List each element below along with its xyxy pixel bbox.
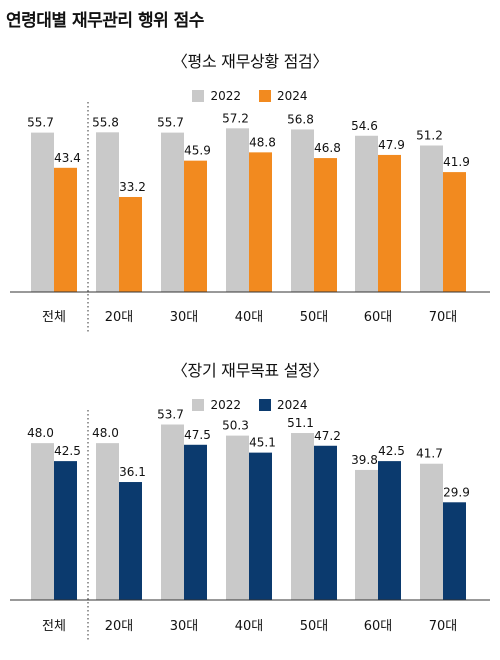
bar-2024 <box>314 445 337 600</box>
tick-label: 전체 <box>42 310 66 325</box>
tick-label: 70대 <box>429 310 458 325</box>
bar-2022 <box>226 435 249 600</box>
legend-swatch-2024 <box>259 90 271 102</box>
data-label: 56.8 <box>287 112 314 126</box>
legend-swatch-2022 <box>192 90 205 102</box>
legend-label: 2024 <box>277 89 308 103</box>
bar-chart-svg: 55.7 55.8 55.7 57.2 56.8 54.6 51.2 43.4 33.2 45.9… <box>10 102 490 332</box>
bar-2022 <box>161 132 184 292</box>
bar-2024 <box>314 158 337 292</box>
legend-swatch-2024 <box>259 399 271 411</box>
data-label: 51.1 <box>287 416 314 430</box>
bar-2024 <box>378 461 401 600</box>
data-label: 47.2 <box>314 429 341 443</box>
tick-label: 20대 <box>105 619 134 634</box>
bar-2024 <box>119 196 142 292</box>
tick-label: 50대 <box>300 310 329 325</box>
legend-label: 2022 <box>210 89 241 103</box>
data-label: 48.0 <box>27 426 54 440</box>
data-label: 45.1 <box>249 436 276 450</box>
bar-2024 <box>378 154 401 292</box>
data-label: 43.4 <box>54 151 81 165</box>
data-label: 42.5 <box>378 444 405 458</box>
data-label: 53.7 <box>157 408 184 422</box>
bar-2022 <box>420 145 443 292</box>
data-label: 46.8 <box>314 141 341 155</box>
bar-2024 <box>119 482 142 600</box>
data-label: 55.7 <box>157 116 184 130</box>
data-label: 36.1 <box>119 465 146 479</box>
chart-title: 〈평소 재무상황 점검〉 <box>171 52 329 71</box>
bar-2024 <box>249 152 272 292</box>
tick-label: 20대 <box>105 310 134 325</box>
data-label: 41.9 <box>443 155 470 169</box>
data-label: 50.3 <box>222 419 249 433</box>
data-label: 54.6 <box>351 119 378 133</box>
data-label: 33.2 <box>119 180 146 194</box>
bar-2024 <box>184 444 207 600</box>
bar-2024 <box>54 167 77 292</box>
legend-swatch-2022 <box>192 399 205 411</box>
bar-2022 <box>226 128 249 292</box>
bar-2022 <box>355 135 378 292</box>
page-title: 연령대별 재무관리 행위 점수 <box>6 11 204 31</box>
data-label: 47.5 <box>184 428 211 442</box>
bar-2022 <box>355 469 378 600</box>
data-label: 48.8 <box>249 135 276 149</box>
tick-label: 60대 <box>364 310 393 325</box>
legend-item-2022: 2022 <box>192 89 241 103</box>
data-label: 45.9 <box>184 144 211 158</box>
bar-2022 <box>291 129 314 292</box>
bar-2022 <box>420 463 443 600</box>
data-label: 55.8 <box>92 115 119 129</box>
chart-title: 〈장기 재무목표 설정〉 <box>171 361 329 380</box>
bar-2024 <box>443 502 466 600</box>
bar-2022 <box>96 443 119 600</box>
legend-item-2024: 2024 <box>259 398 308 412</box>
data-label: 51.2 <box>416 128 443 142</box>
tick-label: 30대 <box>170 619 199 634</box>
bar-2024 <box>249 452 272 600</box>
bar-2022 <box>291 433 314 600</box>
legend: 2022 2024 <box>0 398 500 412</box>
legend-item-2022: 2022 <box>192 398 241 412</box>
bar-2024 <box>54 461 77 600</box>
bar-2024 <box>184 160 207 292</box>
data-label: 47.9 <box>378 138 405 152</box>
tick-label: 60대 <box>364 619 393 634</box>
tick-label: 50대 <box>300 619 329 634</box>
legend-item-2024: 2024 <box>259 89 308 103</box>
bar-2022 <box>31 132 54 292</box>
data-label: 39.8 <box>351 453 378 467</box>
data-label: 55.7 <box>27 116 54 130</box>
tick-label: 전체 <box>42 619 66 634</box>
bar-2022 <box>96 132 119 292</box>
tick-label: 30대 <box>170 310 199 325</box>
legend: 2022 2024 <box>0 89 500 103</box>
data-label: 41.7 <box>416 447 443 461</box>
data-label: 57.2 <box>222 111 249 125</box>
bar-2022 <box>31 443 54 600</box>
data-label: 42.5 <box>54 444 81 458</box>
bar-2024 <box>443 172 466 292</box>
legend-label: 2022 <box>210 398 241 412</box>
bar-2022 <box>161 424 184 600</box>
data-label: 29.9 <box>443 485 470 499</box>
legend-label: 2024 <box>277 398 308 412</box>
tick-label: 70대 <box>429 619 458 634</box>
tick-label: 40대 <box>235 310 264 325</box>
data-label: 48.0 <box>92 426 119 440</box>
tick-label: 40대 <box>235 619 264 634</box>
